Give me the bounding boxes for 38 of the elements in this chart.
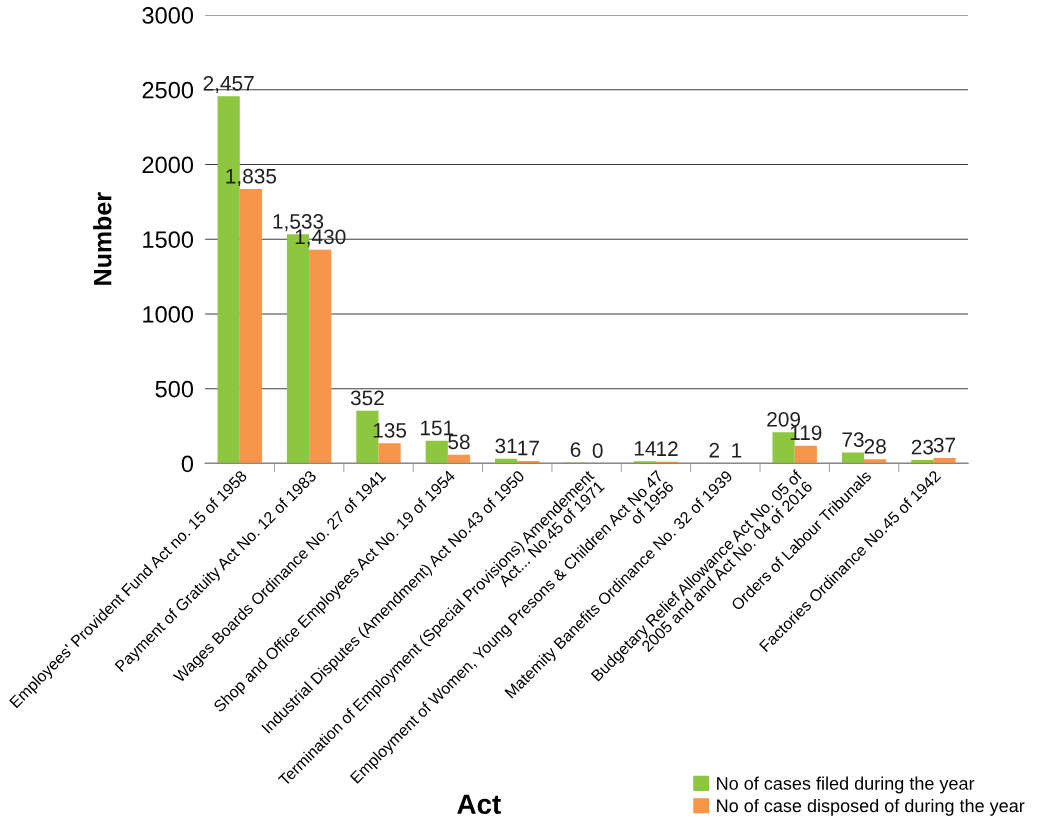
bar	[378, 443, 401, 464]
legend-label: No of case disposed of during the year	[717, 798, 1025, 816]
data-label: 58	[448, 434, 470, 450]
y-tick-label: 1000	[143, 306, 194, 323]
data-label: 28	[864, 438, 886, 454]
y-tick-label: 2000	[142, 156, 194, 174]
y-tick-label: 0	[181, 455, 194, 473]
bar	[794, 445, 817, 464]
data-label: 0	[592, 443, 603, 458]
bar	[425, 440, 448, 464]
data-label: 37	[933, 437, 956, 453]
data-label: 151	[420, 420, 454, 436]
data-label: 23	[911, 439, 934, 455]
x-axis-title: Act	[457, 794, 501, 815]
data-label: 119	[790, 425, 822, 441]
data-label: 6	[570, 442, 581, 458]
data-label: 17	[518, 440, 539, 456]
data-label: 1	[732, 443, 742, 458]
bar	[239, 189, 262, 464]
legend-label: No of cases filed during the year	[717, 776, 975, 794]
data-label: 73	[842, 432, 864, 448]
bar	[309, 249, 332, 464]
bar	[447, 454, 471, 464]
data-label: 31	[495, 438, 517, 454]
bar	[841, 452, 865, 464]
y-tick-label: 2500	[142, 81, 194, 99]
y-tick-label: 1500	[143, 231, 194, 248]
data-label: 12	[657, 441, 678, 456]
y-axis-title: Number	[93, 192, 112, 285]
data-label: 209	[767, 411, 800, 427]
data-label: 2	[709, 442, 719, 458]
y-tick-label: 500	[155, 380, 194, 398]
bar	[933, 457, 956, 464]
data-label: 14	[634, 441, 656, 456]
y-tick-label: 3000	[142, 7, 194, 24]
bar	[864, 459, 887, 464]
data-label: 352	[350, 390, 384, 406]
bar	[633, 461, 656, 464]
